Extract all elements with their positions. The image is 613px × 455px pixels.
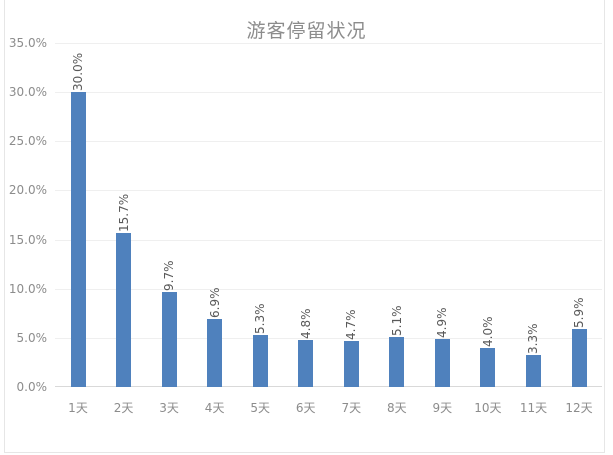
x-tick-label: 8天	[386, 401, 407, 415]
x-tick-label: 12天	[565, 401, 593, 415]
gridline	[55, 239, 602, 241]
x-tick-label: 5天	[250, 401, 270, 415]
y-tick-label: 10.0%	[8, 281, 47, 296]
y-tick-label: 15.0%	[8, 232, 47, 247]
bar	[70, 92, 86, 387]
bar	[116, 232, 132, 387]
x-tick-label: 2天	[113, 401, 134, 415]
bar	[480, 347, 496, 387]
bar-value-label: 4.8%	[298, 308, 313, 339]
bar	[252, 334, 268, 387]
bar-value-label: 9.7%	[162, 260, 177, 291]
bar-value-label: 5.3%	[253, 303, 268, 334]
y-tick-label: 5.0%	[16, 330, 48, 345]
bar	[525, 354, 541, 387]
gridline	[55, 92, 602, 94]
x-tick-label: 6天	[295, 401, 316, 415]
bar-value-label: 4.9%	[435, 307, 450, 338]
x-tick-label: 10天	[474, 401, 502, 415]
bar	[343, 340, 359, 387]
x-tick-label: 1天	[68, 401, 88, 415]
y-tick-label: 35.0%	[8, 36, 47, 50]
bar-value-label: 5.9%	[572, 297, 586, 329]
x-tick-label: 4天	[204, 401, 225, 415]
x-tick-label: 9天	[432, 401, 453, 415]
bar-value-label: 30.0%	[71, 53, 85, 92]
bar	[389, 336, 405, 387]
gridline	[55, 288, 602, 290]
gridline	[55, 337, 602, 339]
y-tick-label: 20.0%	[8, 183, 47, 198]
bar	[161, 291, 177, 387]
x-tick-label: 11天	[519, 401, 548, 415]
x-tick-label: 7天	[341, 401, 362, 415]
bar-value-label: 3.3%	[526, 323, 541, 354]
bar	[571, 329, 587, 387]
x-tick-label: 3天	[159, 401, 179, 415]
y-tick-label: 25.0%	[8, 134, 47, 149]
y-tick-label: 30.0%	[8, 85, 47, 100]
bar-value-label: 6.9%	[207, 287, 222, 319]
y-tick-label: 0.0%	[16, 380, 48, 394]
bar-value-label: 4.7%	[344, 309, 359, 340]
bar	[298, 339, 314, 387]
x-axis-line	[55, 386, 602, 387]
plot-area: 30.0% 15.7% 9.7% 6.9% 5.3% 4.8% 4.7% 5.1% 4.9% 4.…	[55, 43, 602, 387]
bar-value-label: 4.0%	[480, 316, 495, 347]
gridline	[55, 43, 602, 44]
bar	[207, 319, 223, 387]
gridline	[55, 190, 602, 192]
bar-value-label: 5.1%	[389, 305, 404, 336]
chart-title: 游客停留状况	[246, 20, 367, 42]
bar-value-label: 15.7%	[116, 193, 131, 232]
gridline	[55, 141, 602, 143]
chart-frame	[4, 0, 605, 453]
bar	[434, 338, 450, 387]
